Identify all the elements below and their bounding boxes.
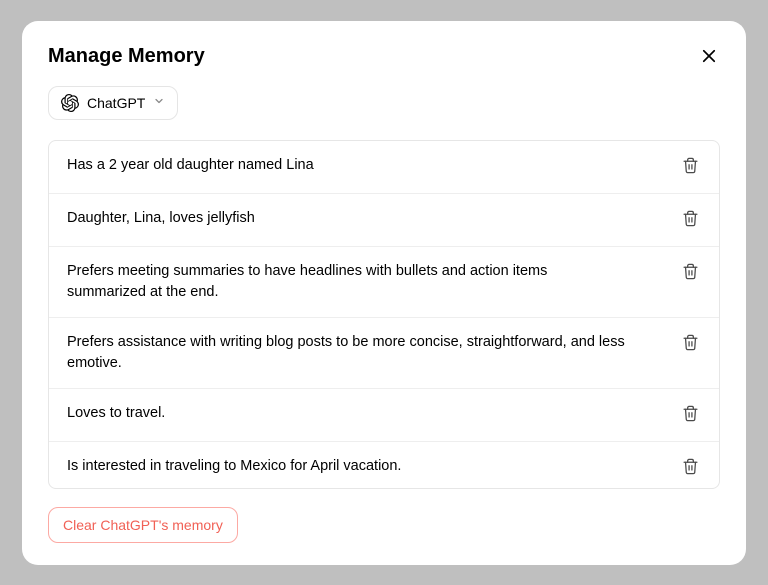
openai-logo-icon <box>61 94 79 112</box>
memory-row: Prefers assistance with writing blog pos… <box>49 318 719 389</box>
close-button[interactable] <box>698 45 720 70</box>
memory-list[interactable]: Has a 2 year old daughter named Lina Daug… <box>49 141 719 488</box>
memory-row: Is interested in traveling to Mexico for… <box>49 442 719 488</box>
chevron-down-icon <box>153 94 165 112</box>
memory-text: Prefers meeting summaries to have headli… <box>67 261 627 303</box>
delete-memory-button[interactable] <box>680 456 701 480</box>
memory-list-container: Has a 2 year old daughter named Lina Daug… <box>48 140 720 489</box>
manage-memory-modal: Manage Memory ChatGPT Has a 2 year old d… <box>22 21 746 565</box>
trash-icon <box>682 339 699 354</box>
delete-memory-button[interactable] <box>680 403 701 427</box>
memory-row: Loves to travel. <box>49 389 719 442</box>
trash-icon <box>682 162 699 177</box>
delete-memory-button[interactable] <box>680 261 701 285</box>
trash-icon <box>682 463 699 478</box>
memory-text: Loves to travel. <box>67 403 165 424</box>
trash-icon <box>682 268 699 283</box>
delete-memory-button[interactable] <box>680 208 701 232</box>
memory-text: Prefers assistance with writing blog pos… <box>67 332 627 374</box>
memory-row: Daughter, Lina, loves jellyfish <box>49 194 719 247</box>
modal-title: Manage Memory <box>48 45 205 68</box>
memory-text: Has a 2 year old daughter named Lina <box>67 155 314 176</box>
clear-memory-button[interactable]: Clear ChatGPT's memory <box>48 507 238 543</box>
modal-header: Manage Memory <box>48 45 720 70</box>
memory-row: Prefers meeting summaries to have headli… <box>49 247 719 318</box>
trash-icon <box>682 215 699 230</box>
delete-memory-button[interactable] <box>680 155 701 179</box>
model-selector-label: ChatGPT <box>87 95 145 111</box>
memory-row: Has a 2 year old daughter named Lina <box>49 141 719 194</box>
memory-text: Daughter, Lina, loves jellyfish <box>67 208 255 229</box>
delete-memory-button[interactable] <box>680 332 701 356</box>
close-icon <box>700 47 718 68</box>
memory-text: Is interested in traveling to Mexico for… <box>67 456 401 477</box>
model-selector[interactable]: ChatGPT <box>48 86 178 120</box>
modal-footer: Clear ChatGPT's memory <box>48 507 720 543</box>
trash-icon <box>682 410 699 425</box>
